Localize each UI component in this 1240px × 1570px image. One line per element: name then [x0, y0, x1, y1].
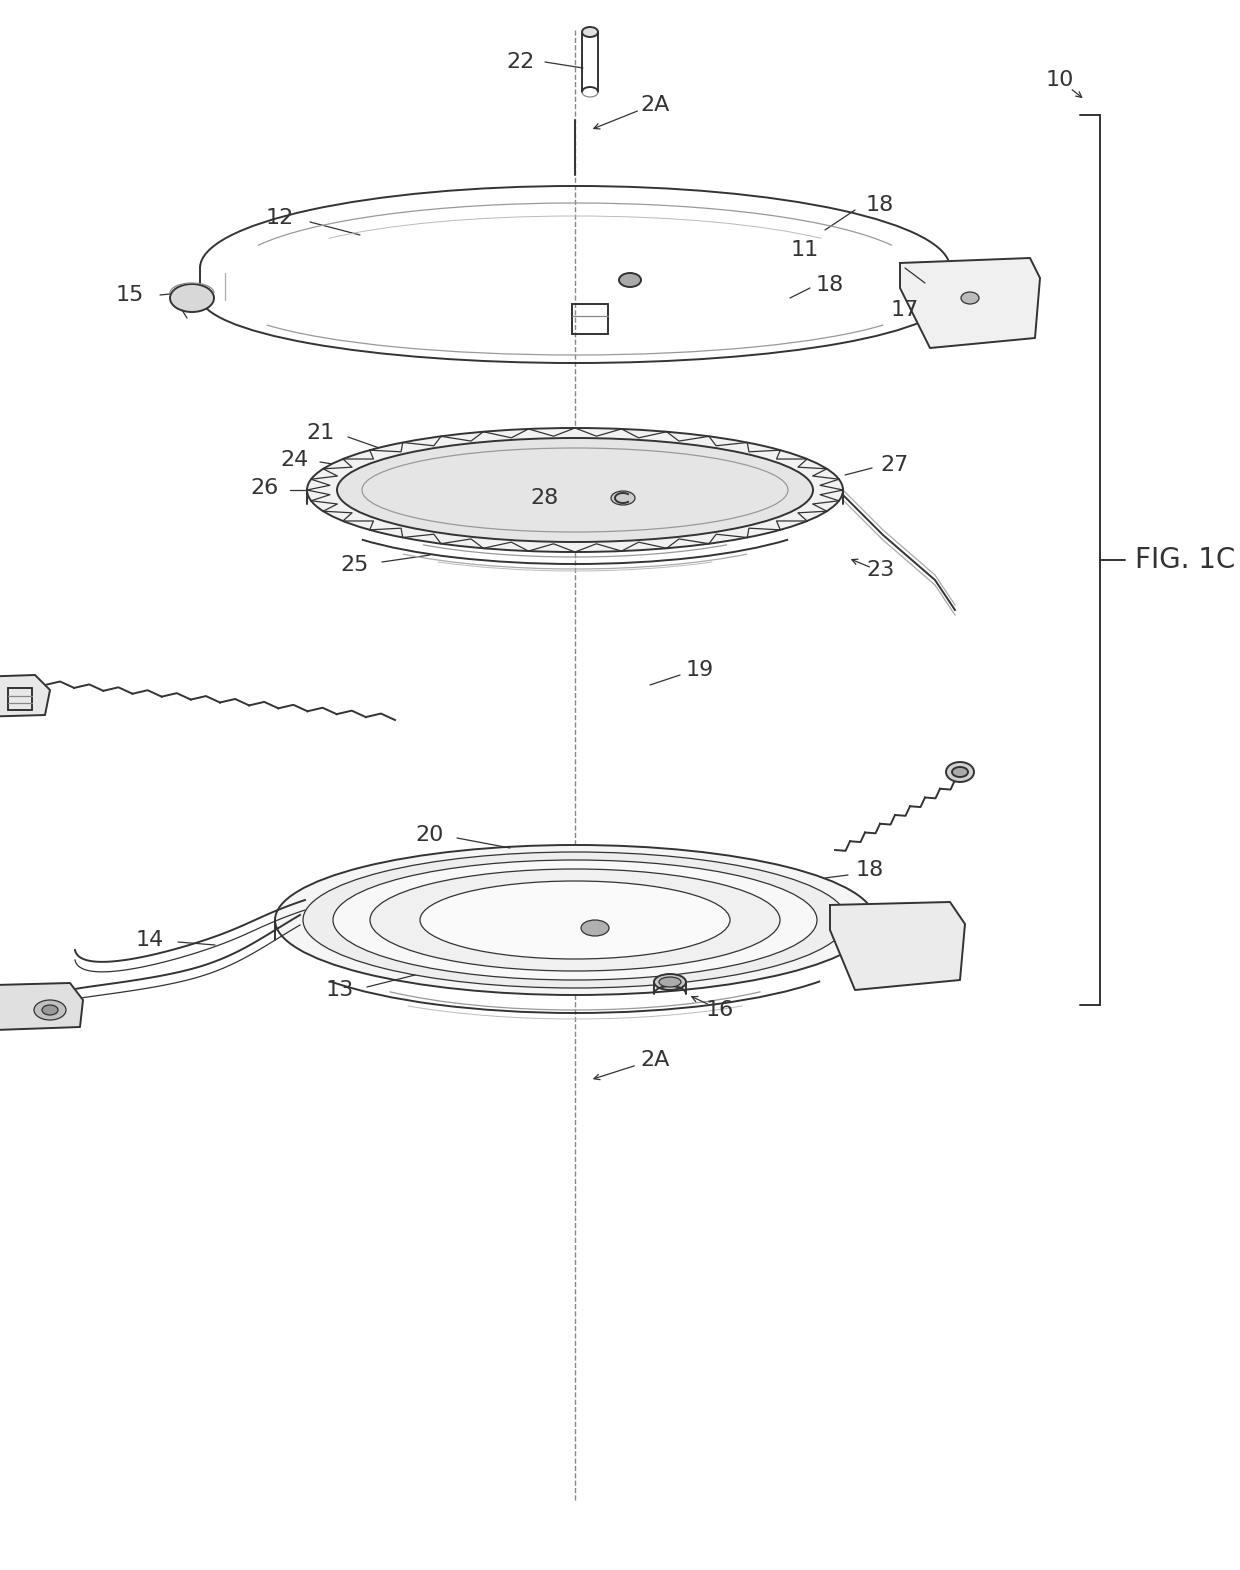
- Text: 13: 13: [326, 980, 355, 1000]
- Text: 27: 27: [880, 455, 909, 476]
- Text: 2A: 2A: [640, 96, 670, 115]
- Text: 2A: 2A: [640, 1050, 670, 1071]
- Ellipse shape: [334, 860, 817, 980]
- Ellipse shape: [952, 768, 968, 777]
- Text: 11: 11: [791, 240, 820, 261]
- Text: 22: 22: [506, 52, 534, 72]
- Ellipse shape: [370, 870, 780, 970]
- Ellipse shape: [420, 881, 730, 959]
- Text: 18: 18: [856, 860, 884, 881]
- Ellipse shape: [946, 761, 973, 782]
- Ellipse shape: [582, 920, 609, 936]
- Ellipse shape: [42, 1005, 58, 1014]
- Text: 24: 24: [281, 451, 309, 469]
- Ellipse shape: [961, 292, 980, 305]
- Ellipse shape: [611, 491, 635, 506]
- Text: 14: 14: [136, 929, 164, 950]
- Polygon shape: [900, 257, 1040, 349]
- Text: FIG. 1C: FIG. 1C: [1135, 546, 1235, 575]
- Text: 16: 16: [706, 1000, 734, 1020]
- Text: 12: 12: [265, 207, 294, 228]
- Text: 28: 28: [531, 488, 559, 509]
- Text: 18: 18: [816, 275, 844, 295]
- Text: 26: 26: [250, 477, 279, 498]
- Polygon shape: [0, 675, 50, 717]
- Ellipse shape: [275, 845, 875, 995]
- Text: 20: 20: [415, 824, 444, 845]
- Ellipse shape: [658, 977, 681, 988]
- Ellipse shape: [337, 438, 813, 542]
- Ellipse shape: [619, 273, 641, 287]
- Ellipse shape: [308, 429, 843, 553]
- Polygon shape: [0, 983, 83, 1030]
- Text: 18: 18: [866, 195, 894, 215]
- Text: 25: 25: [341, 556, 370, 575]
- Text: 17: 17: [890, 300, 919, 320]
- Text: 21: 21: [306, 422, 334, 443]
- Text: 19: 19: [686, 659, 714, 680]
- Ellipse shape: [170, 284, 215, 312]
- Text: 23: 23: [866, 560, 894, 579]
- Text: 10: 10: [1045, 71, 1074, 89]
- Ellipse shape: [303, 853, 847, 988]
- Ellipse shape: [653, 973, 686, 991]
- Text: 15: 15: [115, 286, 144, 305]
- Polygon shape: [830, 903, 965, 991]
- Ellipse shape: [33, 1000, 66, 1020]
- Ellipse shape: [582, 27, 598, 38]
